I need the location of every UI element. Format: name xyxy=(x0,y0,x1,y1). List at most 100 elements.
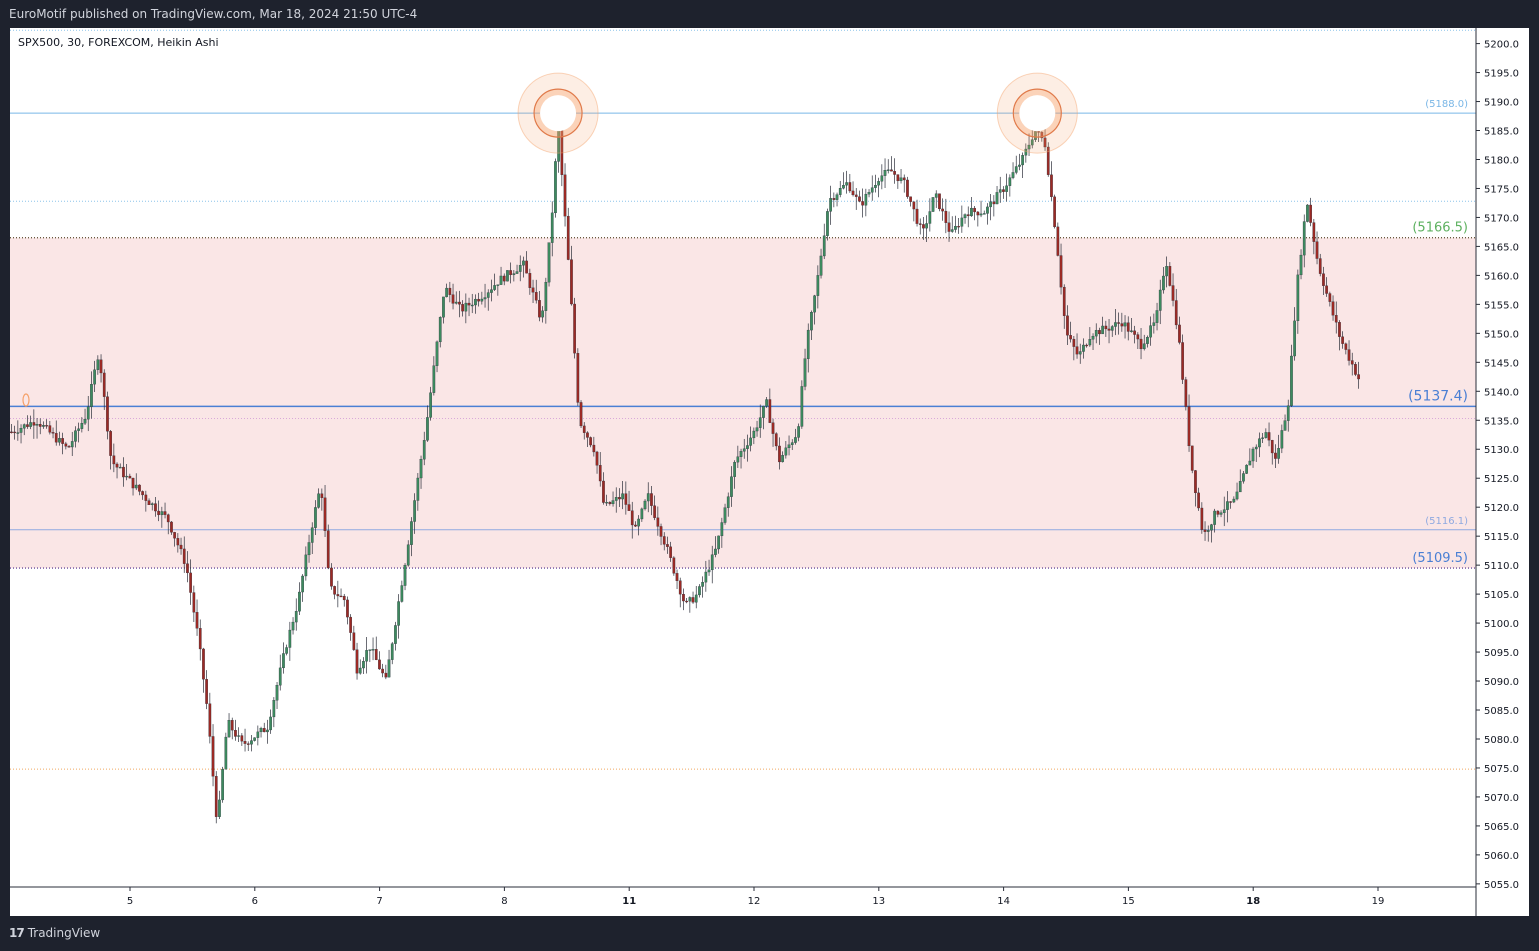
time-tick-6: 13 xyxy=(872,896,885,907)
candle-body-163 xyxy=(531,287,535,293)
candle-body-19 xyxy=(70,441,74,448)
candle-body-283 xyxy=(915,208,919,224)
candle-body-351 xyxy=(1133,330,1136,335)
candle-body-233 xyxy=(755,427,759,432)
candle-body-120 xyxy=(394,625,397,644)
candlestick-chart[interactable]: (5188.0) (5166.5) (5137.4) (5116.1) (5109.5)… xyxy=(10,28,1529,916)
candle-body-196 xyxy=(637,518,640,527)
chart-panel[interactable]: (5188.0) (5166.5) (5137.4) (5116.1) (5109.5)… xyxy=(10,28,1529,916)
candle-body-320 xyxy=(1034,131,1037,140)
candle-body-388 xyxy=(1251,448,1255,462)
candle-body-192 xyxy=(624,493,628,505)
candle-body-179 xyxy=(582,425,586,433)
candle-body-99 xyxy=(326,530,330,569)
candle-body-2 xyxy=(16,432,20,434)
candle-body-330 xyxy=(1066,315,1069,336)
candle-body-8 xyxy=(35,424,39,426)
candle-body-113 xyxy=(371,649,375,651)
candle-body-212 xyxy=(688,597,692,602)
candle-body-220 xyxy=(714,548,717,555)
candle-body-260 xyxy=(842,185,845,189)
candle-body-239 xyxy=(774,433,778,447)
time-tick-7: 14 xyxy=(997,896,1010,907)
tradingview-logo[interactable]: 17 TradingView xyxy=(9,926,100,940)
candle-body-231 xyxy=(749,437,752,446)
candle-body-398 xyxy=(1283,420,1287,431)
candle-body-334 xyxy=(1078,351,1082,355)
candle-body-376 xyxy=(1213,510,1216,525)
candle-body-296 xyxy=(957,225,960,228)
candle-body-306 xyxy=(989,201,992,208)
candle-body-265 xyxy=(858,196,861,202)
candle-body-383 xyxy=(1235,491,1239,500)
candle-body-197 xyxy=(640,508,644,520)
candle-body-51 xyxy=(173,532,176,539)
candle-body-288 xyxy=(931,197,935,212)
candle-body-359 xyxy=(1158,289,1162,311)
candle-body-122 xyxy=(400,585,404,602)
peak-marker-inner-0 xyxy=(540,95,577,132)
candle-body-378 xyxy=(1219,512,1223,515)
candle-body-346 xyxy=(1117,322,1120,324)
candle-body-109 xyxy=(358,667,362,674)
candle-body-339 xyxy=(1094,330,1098,337)
candle-body-100 xyxy=(330,567,333,587)
candle-body-32 xyxy=(112,455,116,465)
candle-body-298 xyxy=(963,214,967,219)
candle-body-80 xyxy=(266,729,269,733)
left-marker-icon xyxy=(22,393,30,407)
candle-body-267 xyxy=(864,193,868,206)
candle-body-35 xyxy=(122,466,125,478)
time-tick-4: 11 xyxy=(622,896,636,907)
candle-body-39 xyxy=(134,484,138,489)
candle-body-205 xyxy=(666,544,669,547)
price-tick-3: 5070.0 xyxy=(1484,793,1519,804)
candle-body-106 xyxy=(349,616,352,633)
candle-body-340 xyxy=(1098,330,1101,335)
candle-body-271 xyxy=(877,181,880,186)
candle-body-40 xyxy=(138,484,141,492)
candle-body-72 xyxy=(240,735,244,742)
candle-body-68 xyxy=(227,720,231,738)
price-tick-4: 5075.0 xyxy=(1484,764,1519,775)
candle-body-23 xyxy=(83,418,87,424)
candle-body-420 xyxy=(1354,364,1357,375)
candle-body-142 xyxy=(464,302,468,312)
candle-body-10 xyxy=(42,425,45,427)
candle-body-344 xyxy=(1110,326,1114,331)
candle-body-251 xyxy=(813,295,816,313)
price-tick-8: 5095.0 xyxy=(1484,648,1519,659)
candle-body-349 xyxy=(1126,322,1130,332)
candle-body-363 xyxy=(1171,285,1175,301)
candle-body-55 xyxy=(186,563,189,574)
candle-body-67 xyxy=(224,736,228,770)
candle-body-237 xyxy=(768,399,772,423)
candle-body-380 xyxy=(1226,501,1229,510)
candle-body-314 xyxy=(1014,166,1018,173)
candle-body-341 xyxy=(1101,325,1104,335)
candle-body-230 xyxy=(746,445,749,449)
candle-body-256 xyxy=(829,198,832,212)
candle-body-127 xyxy=(416,477,420,501)
candle-body-28 xyxy=(99,359,103,374)
candle-body-76 xyxy=(253,737,256,741)
candle-body-269 xyxy=(870,187,874,193)
candle-body-411 xyxy=(1325,285,1328,294)
candle-body-21 xyxy=(77,428,80,431)
candle-body-12 xyxy=(48,425,52,433)
candle-body-26 xyxy=(93,369,96,385)
candle-body-111 xyxy=(365,650,368,662)
price-tick-24: 5175.0 xyxy=(1484,184,1519,195)
candle-body-387 xyxy=(1248,460,1252,466)
candle-body-273 xyxy=(883,170,887,176)
candle-body-89 xyxy=(294,611,298,623)
candle-body-29 xyxy=(102,372,106,397)
candle-body-219 xyxy=(710,554,714,571)
candle-body-195 xyxy=(634,524,637,527)
price-tick-7: 5090.0 xyxy=(1484,677,1519,688)
candle-body-394 xyxy=(1270,439,1274,454)
candle-body-373 xyxy=(1203,529,1207,532)
candle-body-119 xyxy=(390,643,394,660)
candle-body-318 xyxy=(1027,144,1031,150)
candle-body-361 xyxy=(1165,266,1168,277)
